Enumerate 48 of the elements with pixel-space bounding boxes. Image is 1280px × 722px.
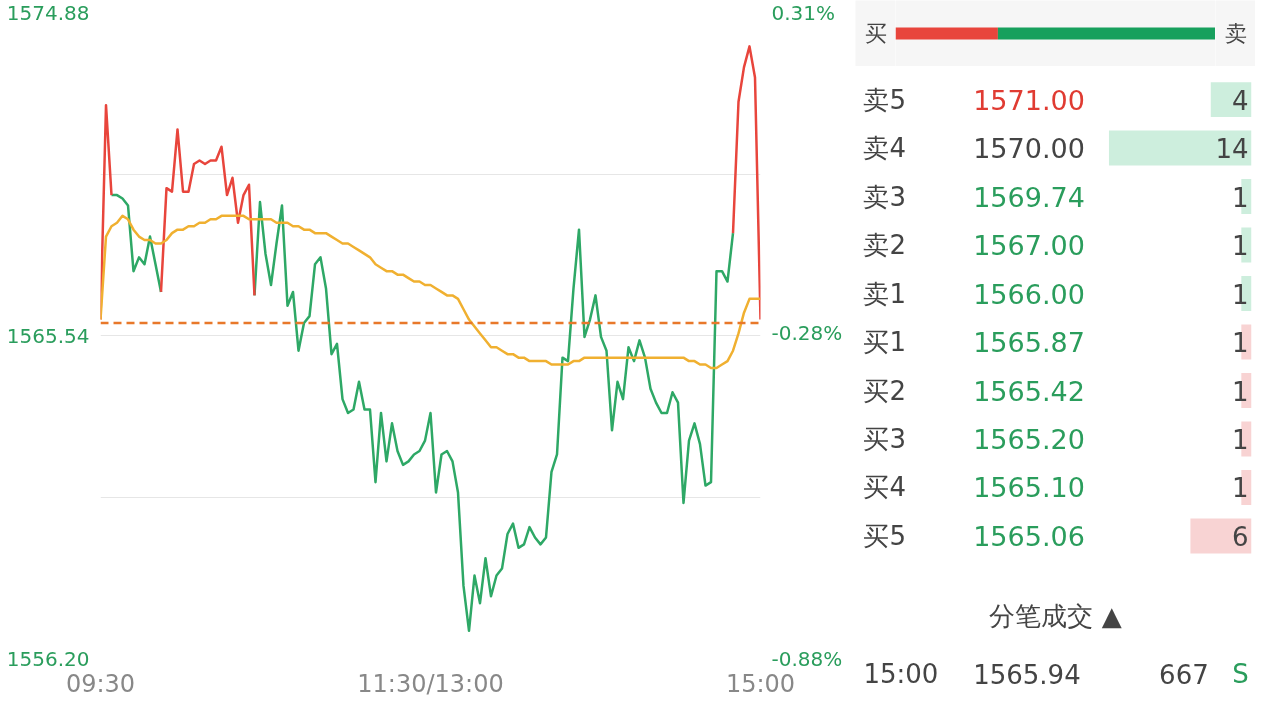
text: 1567.00 [973, 230, 1085, 262]
text: 1571.00 [973, 84, 1085, 116]
data-label: 14 [1215, 134, 1249, 165]
text: 1566.00 [973, 278, 1085, 310]
text: 1565.20 [973, 423, 1085, 455]
y-tick-label: 买4 [863, 472, 906, 503]
text: 分笔成交 ▲ [989, 600, 1122, 631]
y-tick-label: 买5 [863, 520, 906, 551]
y-tick-label: 买3 [863, 423, 906, 454]
data-label: 1 [1232, 231, 1249, 262]
text: 1565.06 [973, 520, 1085, 552]
data-label: 6 [1232, 521, 1249, 552]
y-tick-label: 1565.54 [6, 323, 90, 348]
bar [1190, 518, 1252, 554]
y2-tick-label: -0.28% [771, 320, 843, 345]
text: 1565.42 [973, 375, 1085, 407]
text: S [1232, 659, 1249, 690]
text: 1565.87 [973, 327, 1085, 359]
y-tick-label: 买2 [863, 375, 906, 406]
x-tick-label: 11:30/13:00 [357, 669, 504, 698]
x-tick-label: 09:30 [65, 669, 136, 698]
bar [1108, 130, 1252, 166]
x-tick-label: 15:00 [725, 669, 796, 698]
data-label: 1 [1232, 473, 1249, 504]
text: 1565.10 [973, 472, 1085, 504]
y-tick-label: 卖4 [863, 133, 906, 164]
text: 667 [1159, 660, 1209, 691]
data-label: 4 [1232, 85, 1249, 116]
text: 1570.00 [973, 133, 1085, 165]
data-label: 1 [1232, 182, 1249, 213]
y-tick-label: 卖2 [863, 230, 906, 261]
data-label: 1 [1232, 328, 1249, 359]
y2-tick-label: 0.31% [771, 0, 836, 25]
data-label: 1 [1232, 376, 1249, 407]
y-tick-label: 1556.20 [6, 646, 90, 671]
y-tick-label: 卖5 [863, 84, 906, 115]
y-tick-label: 卖1 [863, 278, 906, 309]
text: 买 [864, 21, 887, 46]
data-label: 1 [1232, 279, 1249, 310]
text: 1565.94 [973, 660, 1081, 691]
text: 1569.74 [973, 181, 1085, 213]
text: 卖 [1224, 21, 1247, 46]
y-tick-label: 1574.88 [6, 0, 90, 25]
y2-tick-label: -0.88% [771, 646, 843, 671]
y-tick-label: 买1 [863, 327, 906, 358]
data-label: 1 [1232, 424, 1249, 455]
y-tick-label: 卖3 [863, 181, 906, 212]
line-series [100, 214, 761, 370]
